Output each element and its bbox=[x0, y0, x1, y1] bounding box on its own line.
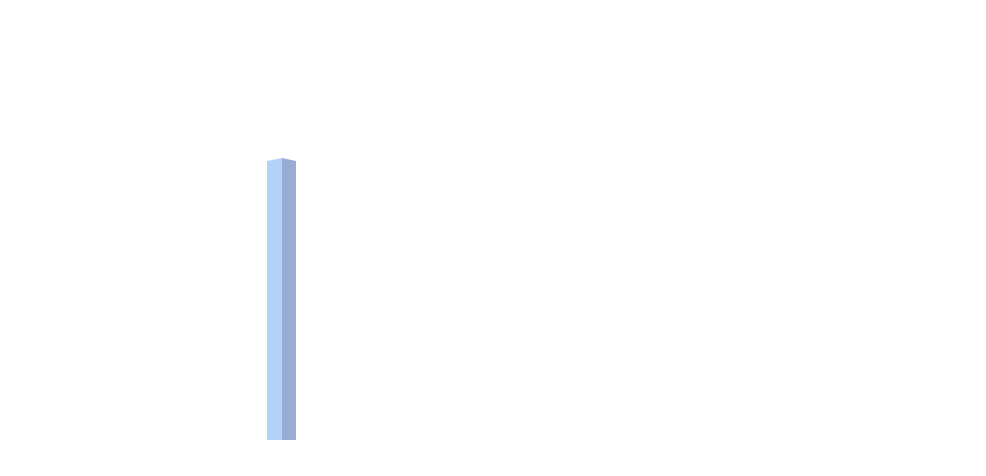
bar-front-face bbox=[267, 158, 282, 440]
bar-3d bbox=[267, 158, 296, 440]
bar-side-face bbox=[282, 158, 296, 440]
